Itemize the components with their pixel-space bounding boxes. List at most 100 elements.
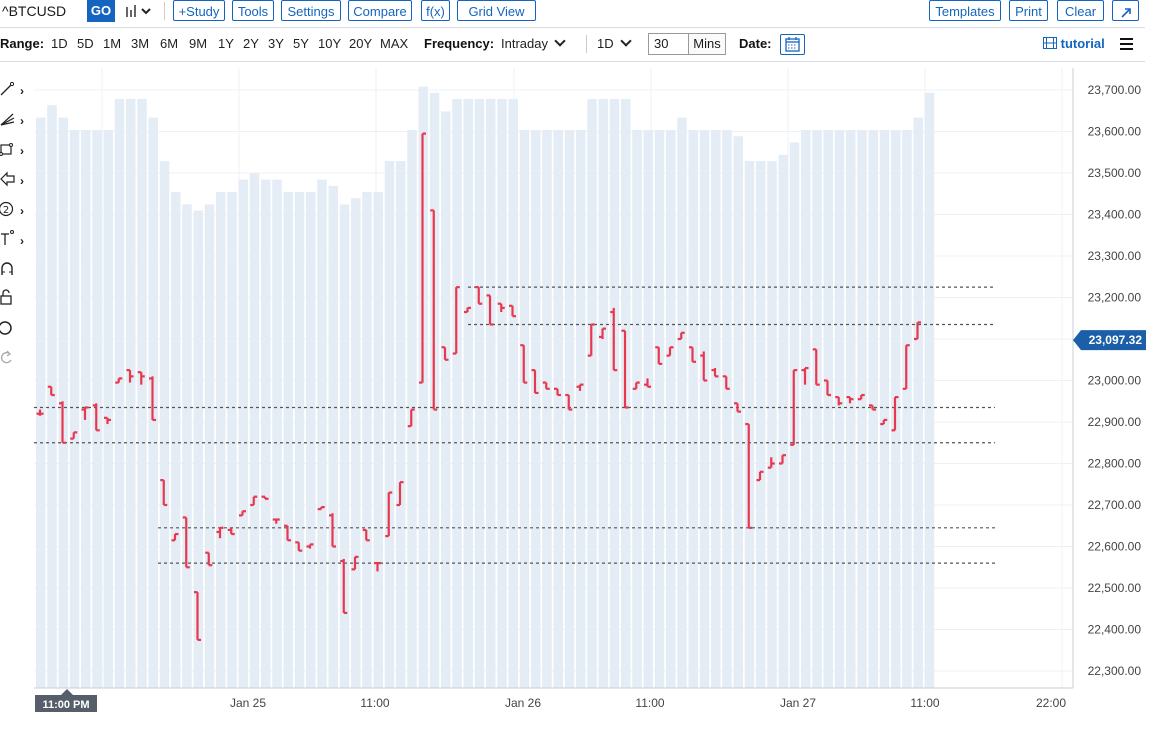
volume-bar <box>654 130 665 688</box>
range-5y[interactable]: 5Y <box>293 36 309 51</box>
ohlc-bar <box>419 132 426 384</box>
circle-tool-icon[interactable] <box>0 316 30 342</box>
line-tool-icon[interactable]: › <box>0 78 30 104</box>
y-tick-label: 23,400.00 <box>1088 208 1142 222</box>
templates-button[interactable]: Templates <box>929 0 1001 21</box>
range-2y[interactable]: 2Y <box>243 36 259 51</box>
range-3y[interactable]: 3Y <box>268 36 284 51</box>
calendar-icon[interactable] <box>780 34 805 55</box>
range-1m[interactable]: 1M <box>103 36 122 51</box>
fx-button[interactable]: f(x) <box>421 0 450 21</box>
range-6m[interactable]: 6M <box>160 36 179 51</box>
hamburger-menu-icon[interactable] <box>1120 38 1133 50</box>
ohlc-bar <box>745 422 753 529</box>
grid-view-button[interactable]: Grid View <box>457 0 536 21</box>
ohlc-bar <box>700 351 708 382</box>
range-1y[interactable]: 1Y <box>218 36 234 51</box>
ohlc-bar <box>171 532 179 542</box>
volume-bar <box>171 192 181 688</box>
ohlc-bar <box>239 510 246 517</box>
price-bars <box>36 132 921 641</box>
volume-bar <box>204 204 215 688</box>
go-button[interactable]: GO <box>87 0 115 22</box>
ohlc-bar <box>295 541 303 552</box>
x-tick-label: Jan 25 <box>230 696 266 710</box>
price-chart[interactable]: 22,300.00 22,400.00 22,500.00 22,600.00 22,7… <box>0 64 1157 724</box>
volume-bar <box>306 192 316 688</box>
ohlc-bar <box>340 558 348 615</box>
frequency-select[interactable]: Intraday <box>501 31 566 57</box>
ohlc-bar <box>902 344 910 390</box>
y-tick-label: 23,600.00 <box>1088 125 1142 139</box>
frequency-value: Intraday <box>501 36 548 51</box>
text-tool-icon[interactable]: › <box>0 228 30 254</box>
arrow-tool-icon[interactable]: › <box>0 168 30 194</box>
volume-bar <box>812 130 822 688</box>
range-max[interactable]: MAX <box>380 36 409 51</box>
ohlc-bar <box>227 527 235 536</box>
volume-bar <box>553 130 563 688</box>
ohlc-bar <box>452 286 460 355</box>
ohlc-bar <box>790 369 798 446</box>
y-tick-label: 23,300.00 <box>1088 249 1142 263</box>
compare-button[interactable]: Compare <box>348 0 412 21</box>
range-20y[interactable]: 20Y <box>349 36 373 51</box>
rectangle-tool-icon[interactable]: › <box>0 138 30 164</box>
ohlc-bar <box>182 516 190 569</box>
volume-bar <box>126 99 136 688</box>
range-5d[interactable]: 5D <box>77 36 94 51</box>
ohlc-bar <box>520 344 528 384</box>
ohlc-bar <box>374 562 381 572</box>
print-button[interactable]: Print <box>1009 0 1048 21</box>
volume-bar <box>846 130 856 688</box>
ohlc-bar <box>576 383 584 391</box>
numbered-marker-icon[interactable]: 2 › <box>0 198 30 224</box>
ohlc-bar <box>104 416 111 425</box>
ohlc-bar <box>835 396 843 406</box>
range-label: Range: <box>0 36 45 51</box>
clear-button[interactable]: Clear <box>1057 0 1104 21</box>
volume-bar <box>227 192 237 688</box>
bar-chart-icon[interactable] <box>124 0 154 22</box>
volume-bar <box>688 130 698 688</box>
interval-input[interactable]: 30 <box>648 33 690 55</box>
ohlc-bar <box>36 409 44 416</box>
volume-bar <box>778 154 788 689</box>
period-select[interactable]: 1D <box>597 31 632 57</box>
y-tick-label: 22,400.00 <box>1088 623 1142 637</box>
volume-bar <box>857 130 867 688</box>
study-button[interactable]: +Study <box>173 0 225 21</box>
period-value: 1D <box>597 36 614 51</box>
volume-bar <box>36 117 46 689</box>
tutorial-link[interactable]: tutorial <box>1043 31 1105 57</box>
volume-bar <box>486 99 496 688</box>
ohlc-bar <box>497 302 505 313</box>
volume-bar <box>801 130 811 688</box>
ohlc-bar <box>846 396 854 404</box>
ohlc-bar <box>126 369 134 383</box>
volume-bar <box>272 179 282 688</box>
volume-bar <box>182 204 192 688</box>
tools-button[interactable]: Tools <box>232 0 274 21</box>
volume-bar <box>542 130 552 688</box>
range-3m[interactable]: 3M <box>131 36 150 51</box>
ohlc-bar <box>137 371 145 385</box>
lock-icon[interactable] <box>0 285 30 311</box>
symbol-input[interactable]: ^BTCUSD <box>2 3 67 19</box>
undo-icon[interactable] <box>0 346 30 372</box>
range-9m[interactable]: 9M <box>189 36 208 51</box>
ohlc-bar <box>216 526 224 539</box>
interval-unit-label: Mins <box>688 33 726 55</box>
volume-bar <box>317 179 327 688</box>
range-bar: Range: 1D 5D 1M 3M 6M 9M 1Y 2Y 3Y 5Y 10Y… <box>0 31 1157 57</box>
range-1d[interactable]: 1D <box>51 36 68 51</box>
x-tick-label: 22:00 <box>1036 696 1066 710</box>
range-10y[interactable]: 10Y <box>318 36 342 51</box>
settings-button[interactable]: Settings <box>281 0 341 21</box>
ohlc-bar <box>317 505 325 511</box>
expand-arrow-icon[interactable] <box>1112 0 1139 21</box>
fan-tool-icon[interactable]: › <box>0 108 30 134</box>
volume-bar <box>756 161 766 688</box>
magnet-icon[interactable] <box>0 258 30 284</box>
ohlc-bar <box>284 524 291 542</box>
